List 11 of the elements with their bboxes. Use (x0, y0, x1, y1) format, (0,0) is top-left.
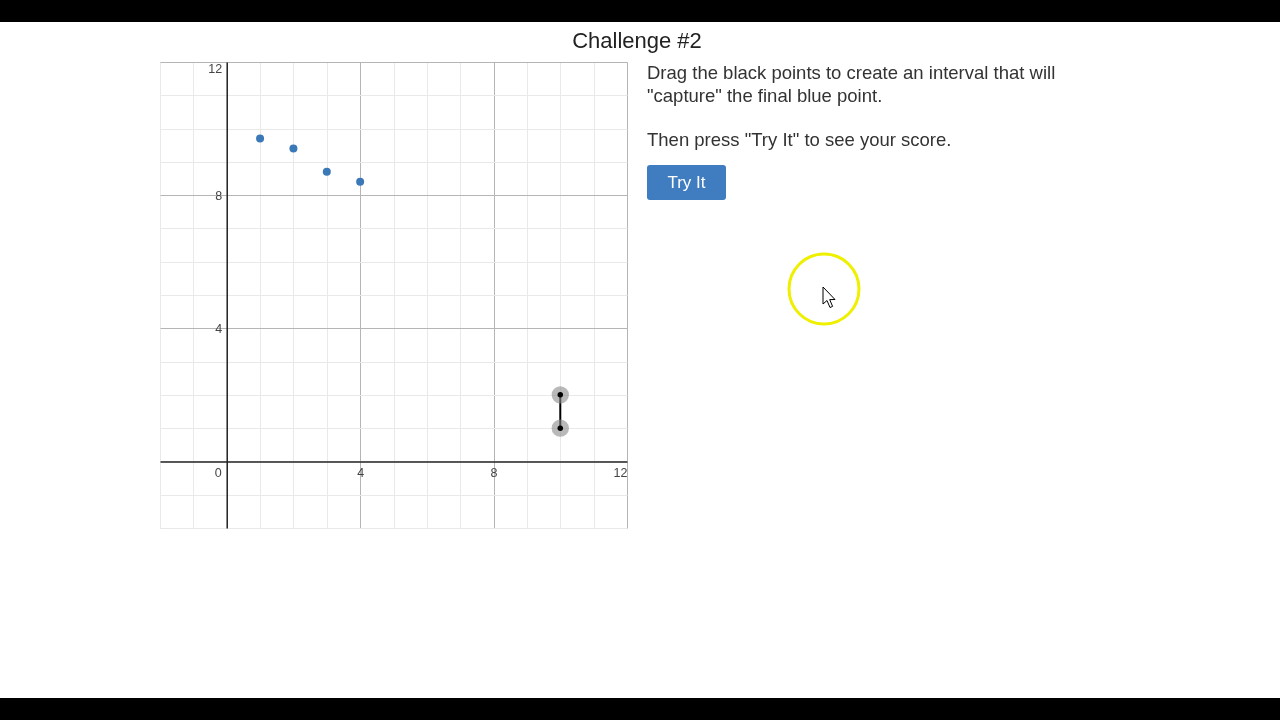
y-tick-label: 4 (215, 321, 223, 336)
x-tick-label: 12 (613, 465, 628, 480)
action-button[interactable]: Try It (647, 165, 726, 200)
y-tick-label: 8 (215, 188, 223, 203)
chart-title: Challenge #2 (571, 27, 703, 55)
x-tick-label: 4 (357, 465, 365, 480)
text: Drag the black points to create an interval that will "capture" the final blue point. (647, 61, 1057, 107)
text: Then press "Try It" to see your score. (647, 128, 953, 151)
x-tick-label: 8 (490, 465, 498, 480)
y-tick-label: 12 (208, 61, 223, 76)
x-tick-label: 0 (214, 465, 222, 480)
